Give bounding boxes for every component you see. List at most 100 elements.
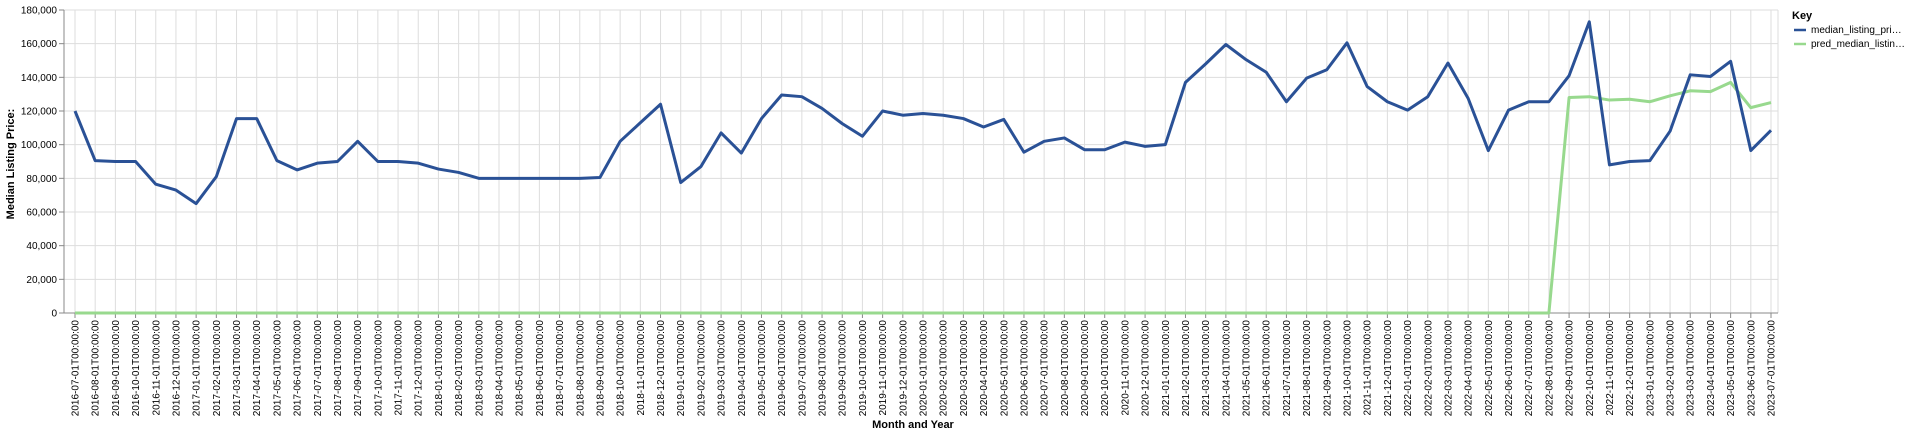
x-tick-label: 2016-07-01T00:00:00	[71, 320, 82, 417]
legend-label: median_listing_pri…	[1811, 25, 1902, 36]
x-tick-label: 2021-12-01T00:00:00	[1383, 320, 1394, 417]
x-axis: 2016-07-01T00:00:00 2016-08-01T00:00:00 20…	[64, 312, 1778, 417]
x-tick-label: 2017-04-01T00:00:00	[252, 320, 263, 417]
x-tick-label: 2021-01-01T00:00:00	[1161, 320, 1172, 417]
x-tick-label: 2020-04-01T00:00:00	[979, 320, 990, 417]
x-tick-label: 2019-09-01T00:00:00	[838, 320, 849, 417]
x-tick-label: 2017-09-01T00:00:00	[353, 320, 364, 417]
x-tick-label: 2020-06-01T00:00:00	[1019, 320, 1030, 417]
x-axis-title: Month and Year	[872, 419, 954, 431]
x-tick-label: 2023-05-01T00:00:00	[1726, 320, 1737, 417]
x-tick-label: 2018-07-01T00:00:00	[555, 320, 566, 417]
x-tick-label: 2023-07-01T00:00:00	[1767, 320, 1778, 417]
x-tick-label: 2022-12-01T00:00:00	[1625, 320, 1636, 417]
x-tick-label: 2020-05-01T00:00:00	[999, 320, 1010, 417]
x-tick-label: 2022-07-01T00:00:00	[1524, 320, 1535, 417]
x-tick-label: 2016-11-01T00:00:00	[151, 320, 162, 416]
x-tick-label: 2022-10-01T00:00:00	[1585, 320, 1596, 417]
y-axis: 0 20,000 40,000 60,000 80,000 100,000 120,000 1…	[21, 6, 65, 320]
x-tick-label: 2021-09-01T00:00:00	[1322, 320, 1333, 417]
x-tick-label: 2018-04-01T00:00:00	[495, 320, 506, 417]
y-tick-label: 120,000	[21, 107, 58, 118]
x-tick-label: 2022-09-01T00:00:00	[1565, 320, 1576, 417]
x-tick-label: 2018-03-01T00:00:00	[474, 320, 485, 417]
x-tick-label: 2018-05-01T00:00:00	[515, 320, 526, 417]
x-tick-label: 2017-02-01T00:00:00	[212, 320, 223, 417]
legend-label: pred_median_listin…	[1811, 39, 1905, 50]
x-tick-label: 2017-07-01T00:00:00	[313, 320, 324, 417]
legend-title: Key	[1792, 10, 1813, 22]
x-tick-label: 2016-09-01T00:00:00	[111, 320, 122, 417]
x-tick-label: 2018-12-01T00:00:00	[656, 320, 667, 417]
x-tick-label: 2020-09-01T00:00:00	[1080, 320, 1091, 417]
x-tick-label: 2016-08-01T00:00:00	[91, 320, 102, 417]
x-tick-label: 2022-02-01T00:00:00	[1423, 320, 1434, 417]
y-tick-label: 20,000	[26, 275, 57, 286]
x-tick-label: 2017-12-01T00:00:00	[414, 320, 425, 417]
y-tick-label: 180,000	[21, 6, 58, 17]
x-tick-label: 2019-12-01T00:00:00	[898, 320, 909, 417]
y-tick-label: 60,000	[26, 208, 57, 219]
x-tick-label: 2019-08-01T00:00:00	[818, 320, 829, 417]
series-line	[75, 80, 1772, 315]
x-tick-label: 2023-04-01T00:00:00	[1706, 320, 1717, 417]
x-tick-label: 2016-12-01T00:00:00	[171, 320, 182, 417]
x-tick-label: 2021-03-01T00:00:00	[1201, 320, 1212, 417]
x-tick-label: 2018-10-01T00:00:00	[616, 320, 627, 417]
x-tick-label: 2020-02-01T00:00:00	[939, 320, 950, 417]
x-tick-label: 2018-06-01T00:00:00	[535, 320, 546, 417]
x-tick-label: 2021-07-01T00:00:00	[1282, 320, 1293, 417]
x-tick-label: 2020-07-01T00:00:00	[1040, 320, 1051, 417]
y-tick-label: 100,000	[21, 140, 58, 151]
x-tick-label: 2020-11-01T00:00:00	[1120, 320, 1131, 416]
x-tick-label: 2018-08-01T00:00:00	[575, 320, 586, 417]
x-tick-label: 2017-05-01T00:00:00	[272, 320, 283, 417]
y-tick-label: 140,000	[21, 73, 58, 84]
x-tick-label: 2023-06-01T00:00:00	[1746, 320, 1757, 417]
x-tick-label: 2017-08-01T00:00:00	[333, 320, 344, 417]
x-tick-label: 2021-11-01T00:00:00	[1363, 320, 1374, 416]
x-tick-label: 2018-09-01T00:00:00	[595, 320, 606, 417]
x-tick-label: 2022-06-01T00:00:00	[1504, 320, 1515, 417]
x-tick-label: 2023-02-01T00:00:00	[1666, 320, 1677, 417]
x-tick-label: 2017-06-01T00:00:00	[293, 320, 304, 417]
x-tick-label: 2022-04-01T00:00:00	[1464, 320, 1475, 417]
x-tick-label: 2019-06-01T00:00:00	[777, 320, 788, 417]
x-tick-label: 2021-10-01T00:00:00	[1343, 320, 1354, 417]
x-tick-label: 2019-10-01T00:00:00	[858, 320, 869, 417]
y-tick-label: 160,000	[21, 39, 58, 50]
x-tick-label: 2016-10-01T00:00:00	[131, 320, 142, 417]
x-tick-label: 2019-04-01T00:00:00	[737, 320, 748, 417]
x-tick-label: 2018-02-01T00:00:00	[454, 320, 465, 417]
x-tick-label: 2021-04-01T00:00:00	[1221, 320, 1232, 417]
x-tick-label: 2020-03-01T00:00:00	[959, 320, 970, 417]
x-tick-label: 2021-08-01T00:00:00	[1302, 320, 1313, 417]
x-tick-label: 2021-05-01T00:00:00	[1242, 320, 1253, 417]
x-tick-label: 2019-01-01T00:00:00	[676, 320, 687, 417]
series-line	[73, 20, 1773, 206]
x-tick-label: 2023-03-01T00:00:00	[1686, 320, 1697, 417]
x-tick-label: 2017-03-01T00:00:00	[232, 320, 243, 417]
x-tick-label: 2018-11-01T00:00:00	[636, 320, 647, 416]
x-tick-label: 2022-05-01T00:00:00	[1484, 320, 1495, 417]
x-tick-label: 2022-01-01T00:00:00	[1403, 320, 1414, 417]
x-tick-label: 2019-03-01T00:00:00	[717, 320, 728, 417]
legend: Key median_listing_pri… pred_median_listi…	[1792, 10, 1905, 50]
x-tick-label: 2020-10-01T00:00:00	[1100, 320, 1111, 417]
x-tick-label: 2021-06-01T00:00:00	[1262, 320, 1273, 417]
x-tick-label: 2020-12-01T00:00:00	[1141, 320, 1152, 417]
x-tick-label: 2019-02-01T00:00:00	[696, 320, 707, 417]
x-tick-label: 2022-11-01T00:00:00	[1605, 320, 1616, 416]
y-tick-label: 80,000	[26, 174, 57, 185]
x-tick-label: 2018-01-01T00:00:00	[434, 320, 445, 417]
x-tick-label: 2019-07-01T00:00:00	[797, 320, 808, 417]
x-tick-label: 2017-10-01T00:00:00	[373, 320, 384, 417]
x-tick-label: 2020-01-01T00:00:00	[919, 320, 930, 417]
x-tick-label: 2023-01-01T00:00:00	[1645, 320, 1656, 417]
x-tick-label: 2017-11-01T00:00:00	[394, 320, 405, 416]
x-tick-label: 2021-02-01T00:00:00	[1181, 320, 1192, 417]
x-tick-label: 2022-03-01T00:00:00	[1443, 320, 1454, 417]
series-lines	[73, 20, 1773, 315]
x-tick-label: 2020-08-01T00:00:00	[1060, 320, 1071, 417]
